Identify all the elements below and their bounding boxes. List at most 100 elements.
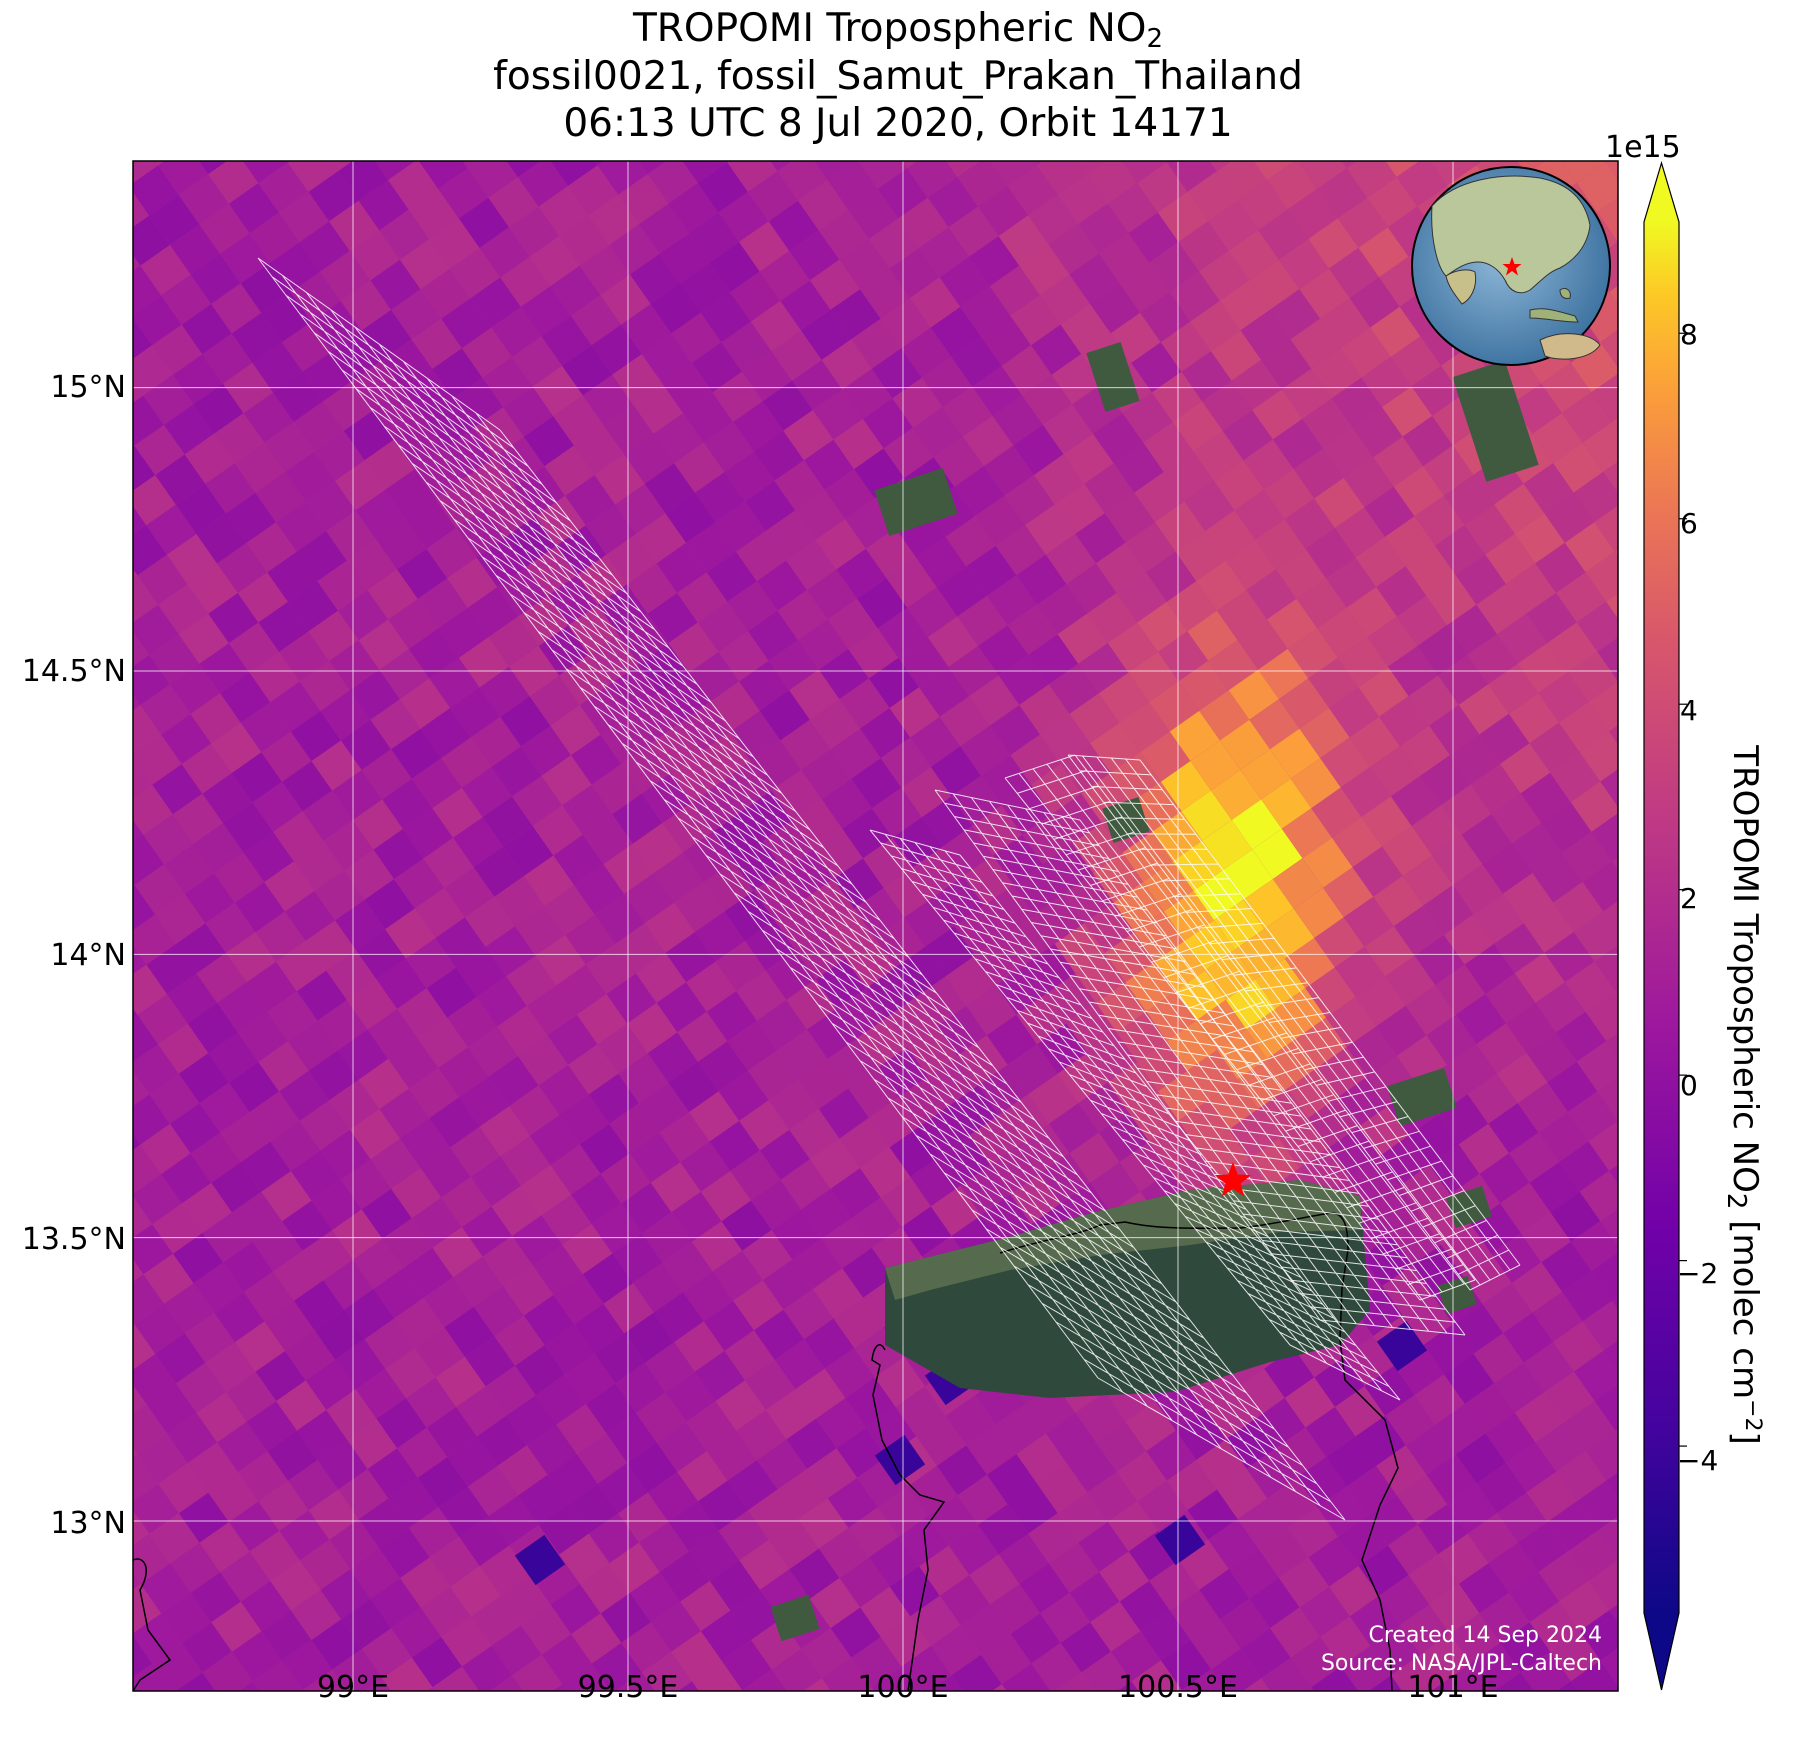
no2-pixel — [821, 778, 872, 829]
no2-pixel — [969, 1554, 1020, 1605]
no2-pixel — [223, 802, 274, 853]
no2-pixel — [740, 1690, 743, 1691]
no2-pixel — [1213, 460, 1265, 511]
no2-pixel — [1526, 1032, 1577, 1083]
no2-pixel — [1040, 1592, 1091, 1643]
no2-pixel — [1570, 1221, 1618, 1272]
no2-pixel — [1146, 1430, 1197, 1481]
no2-pixel — [1609, 725, 1618, 745]
no2-pixel — [763, 1699, 813, 1742]
no2-pixel — [146, 504, 197, 555]
no2-pixel — [453, 1256, 504, 1307]
no2-pixel — [82, 726, 132, 776]
no2-pixel — [335, 1339, 386, 1390]
no2-pixel — [1320, 737, 1371, 788]
no2-pixel — [1199, 250, 1250, 301]
no2-pixel — [1538, 672, 1589, 723]
colorbar-tick-neg4: −4 — [1677, 1444, 1719, 1477]
no2-pixel — [388, 1477, 439, 1528]
no2-pixel — [1231, 359, 1282, 411]
no2-pixel — [739, 1100, 790, 1151]
no2-pixel — [1606, 1032, 1618, 1058]
no2-pixel — [922, 796, 973, 847]
no2-pixel — [913, 407, 964, 458]
no2-pixel — [1406, 106, 1456, 156]
no2-pixel — [653, 852, 704, 903]
no2-pixel — [683, 392, 734, 443]
no2-pixel — [529, 236, 580, 287]
no2-pixel — [1335, 1386, 1386, 1437]
no2-pixel — [202, 333, 253, 384]
no2-pixel — [692, 1221, 743, 1272]
no2-pixel — [133, 568, 138, 579]
no2-pixel — [296, 531, 347, 582]
no2-pixel — [1388, 1524, 1439, 1575]
no2-pixel — [552, 1684, 568, 1691]
no2-pixel — [774, 1339, 825, 1390]
no2-pixel — [886, 557, 937, 608]
no2-pixel — [1464, 1383, 1515, 1434]
lat-tick-label-15: 15°N — [50, 370, 126, 405]
no2-pixel — [1591, 373, 1618, 422]
no2-pixel — [1163, 451, 1214, 502]
no2-pixel — [730, 1589, 781, 1640]
no2-pixel — [411, 758, 462, 809]
no2-pixel — [1137, 601, 1188, 652]
no2-pixel — [133, 694, 141, 711]
no2-pixel — [1458, 1563, 1509, 1614]
no2-pixel — [1258, 1527, 1309, 1578]
no2-pixel — [282, 1640, 333, 1691]
no2-pixel — [149, 1073, 200, 1124]
no2-pixel — [161, 1592, 212, 1643]
no2-pixel — [1104, 492, 1155, 543]
no2-pixel — [1208, 1519, 1259, 1570]
no2-pixel — [833, 419, 884, 470]
no2-pixel — [792, 799, 843, 850]
no2-pixel — [972, 365, 1023, 416]
no2-pixel — [1090, 722, 1141, 773]
no2-pixel — [217, 982, 268, 1033]
no2-pixel — [143, 814, 194, 865]
no2-pixel — [133, 1384, 147, 1414]
no2-pixel — [338, 1029, 389, 1080]
no2-pixel — [580, 1563, 631, 1614]
no2-pixel — [532, 365, 583, 417]
no2-pixel — [650, 1162, 701, 1213]
no2-pixel — [1217, 1468, 1268, 1519]
no2-pixel — [406, 1377, 457, 1428]
no2-pixel — [512, 775, 563, 826]
no2-pixel — [674, 882, 725, 933]
no2-pixel — [87, 106, 137, 156]
no2-pixel — [367, 569, 418, 620]
no2-pixel — [1075, 513, 1126, 564]
no2-pixel — [379, 1088, 430, 1139]
no2-pixel — [574, 864, 625, 915]
no2-pixel — [1119, 1580, 1170, 1632]
no2-pixel — [807, 1448, 858, 1499]
no2-pixel — [986, 1014, 1038, 1065]
no2-pixel — [1420, 1634, 1471, 1685]
no2-pixel — [506, 955, 557, 1006]
no2-pixel — [1600, 1208, 1618, 1247]
no2-pixel — [276, 941, 327, 992]
no2-pixel — [273, 371, 324, 422]
no2-pixel — [1323, 427, 1374, 478]
no2-pixel — [414, 1327, 465, 1378]
no2-pixel — [1216, 590, 1267, 641]
no2-pixel — [630, 253, 681, 304]
no2-pixel — [1184, 480, 1235, 531]
no2-pixel — [240, 1141, 291, 1192]
no2-pixel — [1060, 1622, 1111, 1673]
no2-pixel — [1358, 227, 1409, 278]
lat-tick-label-14-5: 14.5°N — [21, 654, 126, 689]
no2-pixel — [677, 572, 728, 623]
no2-pixel — [1051, 354, 1102, 405]
no2-pixel — [674, 1321, 725, 1372]
no2-pixel — [848, 628, 899, 679]
no2-pixel — [346, 979, 398, 1030]
no2-pixel — [1010, 295, 1061, 346]
no2-pixel — [1564, 522, 1615, 573]
no2-pixel — [836, 548, 887, 599]
no2-pixel — [889, 1566, 940, 1617]
